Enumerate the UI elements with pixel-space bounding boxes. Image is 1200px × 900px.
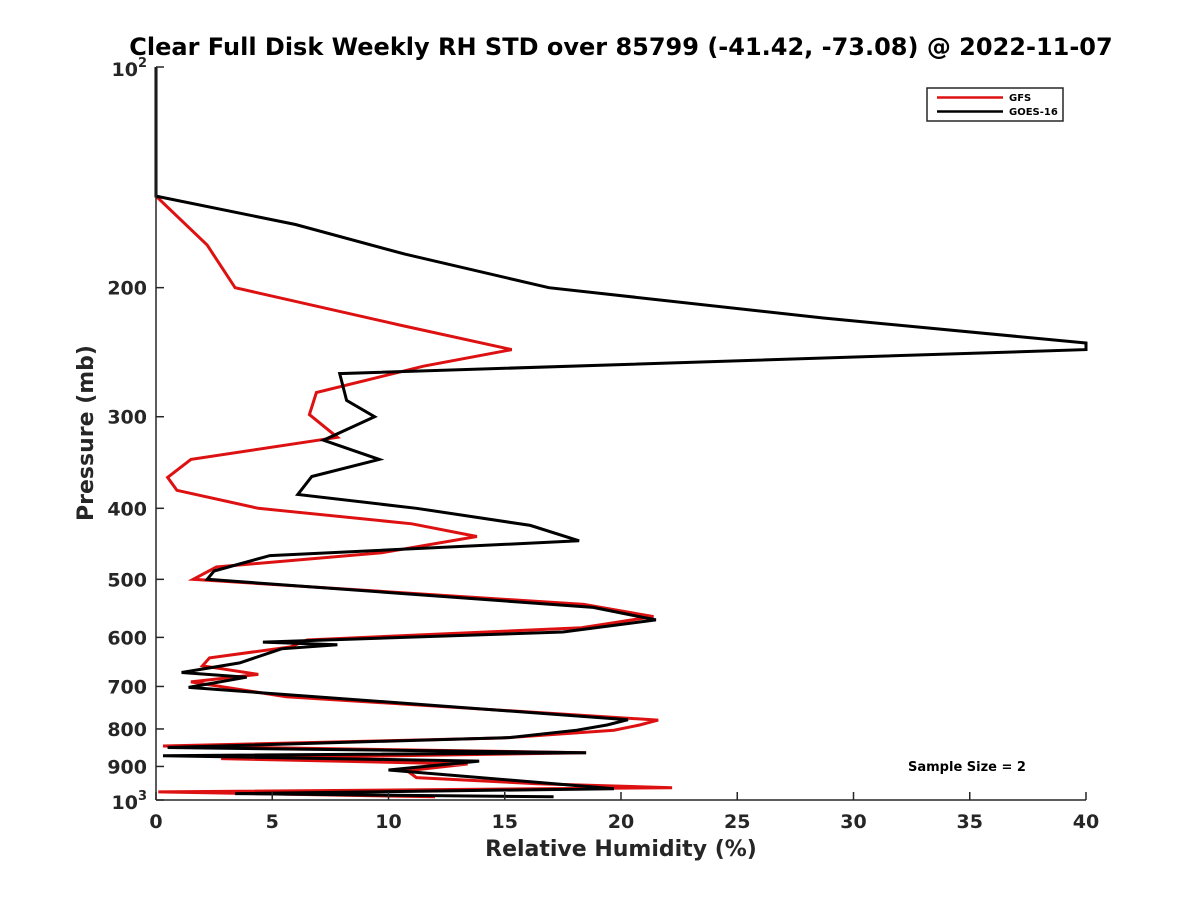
plot-area	[154, 67, 1088, 799]
legend-box	[926, 87, 1064, 122]
legend-label: GFS	[1009, 93, 1031, 104]
y-axis-label: Pressure (mb)	[74, 345, 99, 521]
x-tick-label: 25	[724, 811, 750, 833]
x-axis-label: Relative Humidity (%)	[485, 837, 757, 862]
x-tick-label: 10	[375, 811, 401, 833]
y-tick-label: 400	[107, 498, 147, 520]
series-line-gfs	[154, 67, 673, 799]
chart-title: Clear Full Disk Weekly RH STD over 85799…	[129, 33, 1112, 61]
x-tick-label: 20	[608, 811, 634, 833]
x-tick-label: 0	[149, 811, 162, 833]
y-tick-label: 500	[107, 569, 147, 591]
y-tick-label: 300	[107, 407, 147, 429]
y-tick-label: 700	[107, 676, 147, 698]
y-tick-label: 800	[107, 719, 147, 741]
x-axis: 0 5 10 15 20 25 30 35 40	[149, 792, 1099, 833]
x-tick-label: 40	[1073, 811, 1099, 833]
y-tick-label: 900	[107, 756, 147, 778]
x-tick-label: 5	[266, 811, 279, 833]
series-line-goes-16	[154, 67, 1088, 799]
x-tick-label: 35	[957, 811, 983, 833]
x-tick-label: 15	[492, 811, 518, 833]
y-tick-label: 200	[107, 278, 147, 300]
sample-size-annotation: Sample Size = 2	[908, 760, 1026, 775]
legend-label: GOES-16	[1009, 107, 1058, 118]
y-tick-label: 600	[107, 627, 147, 649]
x-tick-label: 30	[840, 811, 866, 833]
legend: GFS GOES-16	[926, 87, 1064, 122]
